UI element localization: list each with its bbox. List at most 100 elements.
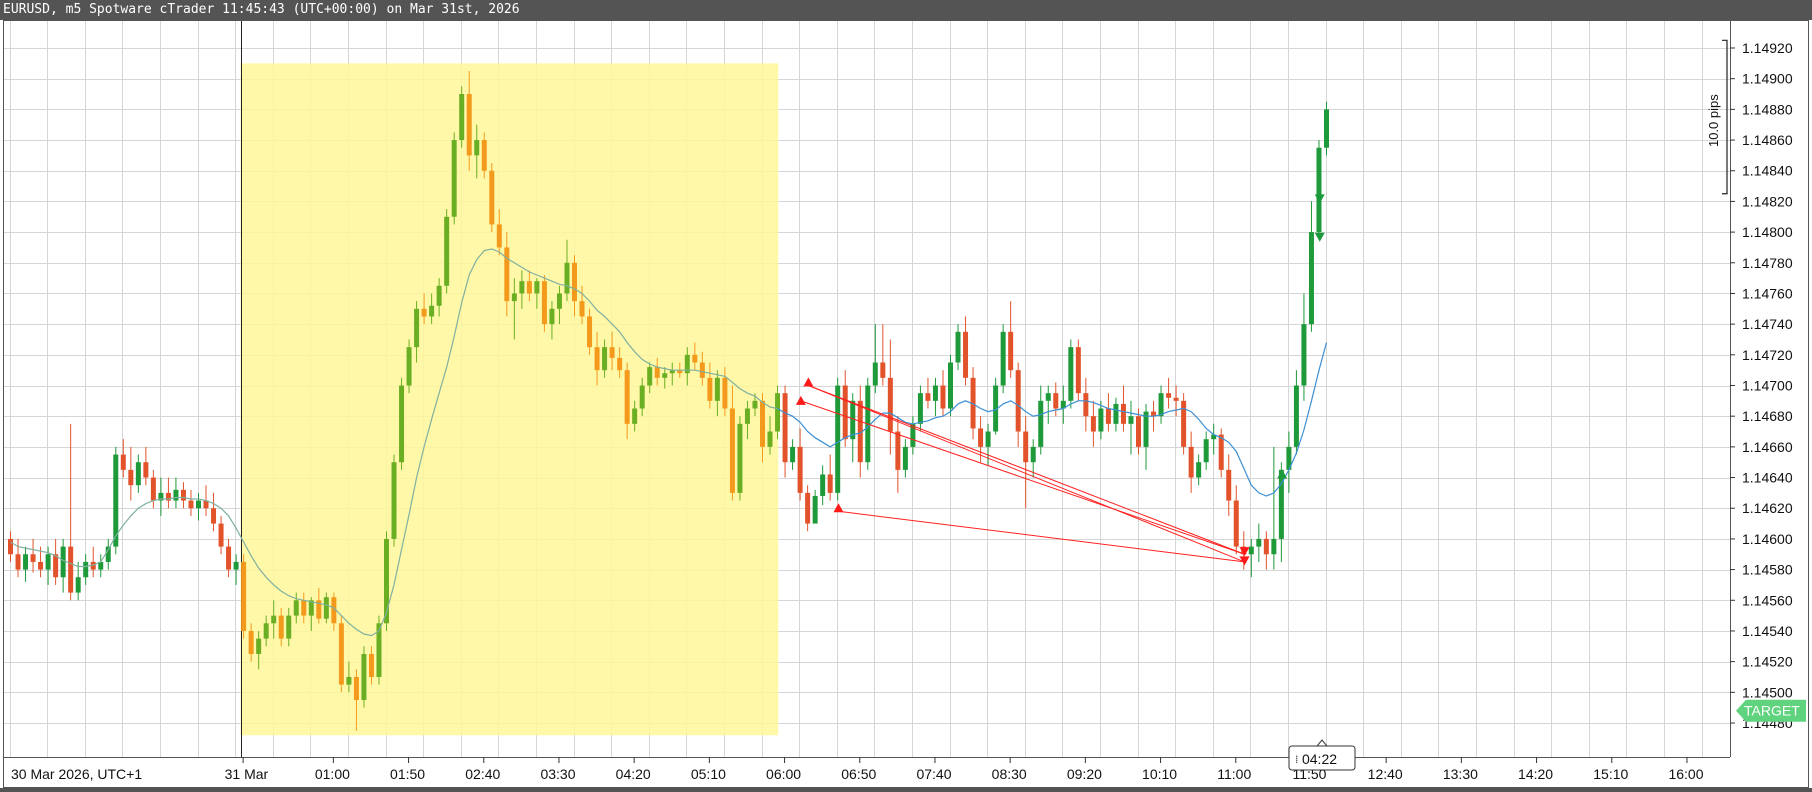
pips-ruler [1722,39,1728,195]
price-label: 1.14920 [1742,40,1793,56]
candle [827,454,833,501]
time-label: 10:10 [1142,766,1177,782]
candle-body [1324,109,1329,148]
price-label: 1.14880 [1742,101,1793,117]
candle-body [902,446,908,470]
candle [895,416,901,493]
candle-body [722,377,728,409]
candle-body [1060,400,1066,409]
candle-body [797,446,803,493]
candle [451,132,457,225]
window-title: EURUSD, m5 Spotware cTrader 11:45:43 (UT… [3,2,520,17]
candle-body [1166,393,1172,398]
candle [459,86,465,148]
candle [955,324,961,371]
candle-body [549,308,555,325]
candle [1128,400,1134,455]
candle [541,275,547,332]
candle-body [504,247,510,302]
candle [158,477,164,516]
candle-body [647,367,653,386]
trend-line[interactable] [808,385,1245,563]
candle-body [1256,538,1262,547]
candle [978,416,984,463]
session-highlight [240,63,779,736]
trend-line[interactable] [800,400,1245,555]
time-label: 01:50 [390,766,425,782]
price-label: 1.14600 [1742,531,1793,547]
candle-body [263,623,269,639]
candle-body [429,305,435,317]
candle-body [316,600,322,619]
candle-body [105,546,111,562]
candle-body [790,446,796,463]
candle [782,385,788,478]
candle-body [587,316,593,348]
candle [1120,385,1126,432]
price-label: 1.14800 [1742,224,1793,240]
candle [53,538,59,585]
time-badge [1288,745,1356,771]
candle-body [286,615,292,639]
candle [729,385,735,501]
candle [1045,385,1051,424]
candle [474,124,480,179]
time-label: 16:00 [1668,766,1703,782]
time-badge-pointer [1315,739,1329,747]
candle-body [38,561,44,570]
candle [654,357,660,386]
target-badge-label: TARGET [1744,703,1800,719]
pips-label: 10.0 pips [1706,94,1721,147]
candle-body [1075,347,1081,394]
candle [8,531,13,562]
candle-body [880,362,886,378]
candle-body [955,331,961,363]
candle-body [1286,446,1292,470]
candle [632,400,638,432]
candle [90,546,96,578]
candle-body [872,362,878,386]
drag-handle-icon: ⁞ [1295,753,1299,766]
price-label: 1.14720 [1742,347,1793,363]
candle-body [384,538,389,624]
candle [1023,416,1029,509]
candle-body [414,308,420,348]
candle [1166,377,1172,409]
candle-body [1181,400,1187,447]
candle [737,416,743,501]
candle-body [519,281,525,294]
candle-body [1203,439,1209,463]
candle-body [925,393,931,401]
candle [308,597,314,631]
candle-body [662,373,668,378]
moving-average-line [10,248,778,637]
candle-body [211,508,217,524]
candle [970,367,976,440]
candle [414,301,420,363]
trend-line[interactable] [808,385,1245,555]
sell-arrow-icon [1314,232,1325,242]
candle [1060,385,1066,424]
trend-line[interactable] [838,510,1245,563]
candle-body [594,347,600,371]
candle [68,423,74,601]
candle [1301,293,1307,401]
candle-body [1120,403,1126,424]
candle-body [421,308,427,317]
candle [346,661,352,693]
candle-body [1271,538,1277,555]
sell-arrow-icon [1239,547,1250,557]
candle [1196,454,1202,486]
candle [188,489,194,516]
candle [760,393,765,463]
target-badge[interactable] [1736,699,1806,722]
candle-body [932,385,938,401]
candle [301,592,307,624]
candle-body [68,546,74,593]
candle [775,385,781,440]
candle [1030,439,1036,478]
candle [1038,385,1044,455]
candle-body [120,454,126,470]
candle [1158,385,1164,424]
